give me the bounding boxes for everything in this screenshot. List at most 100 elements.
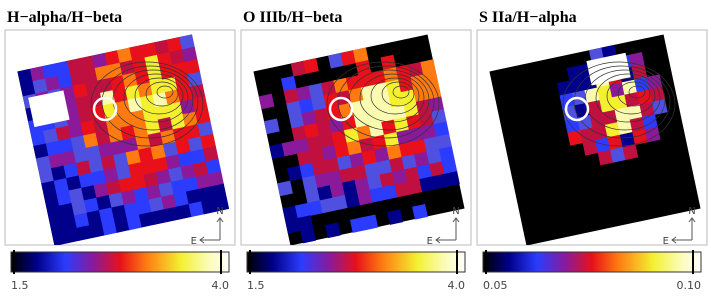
map-pixel	[44, 75, 61, 92]
map-pixel	[166, 36, 183, 53]
map-pixel	[595, 137, 611, 153]
map-pixel	[161, 194, 177, 210]
compass-east-label: E	[191, 236, 197, 247]
colorbar-max: 4.0	[448, 279, 466, 292]
map-pixel	[336, 154, 353, 171]
contour	[617, 81, 651, 107]
map-pixel	[184, 59, 201, 75]
map-pixel	[96, 194, 112, 211]
map-pixel	[175, 139, 192, 155]
map-pixel	[178, 151, 194, 168]
map-pixel	[84, 80, 101, 97]
map-pixel	[57, 73, 74, 89]
map-pixel	[649, 86, 665, 103]
map-pixel	[599, 97, 616, 113]
panel: H−alpha/H−beta N E 1.5 4.0	[4, 9, 236, 292]
map-pixel	[160, 129, 176, 145]
map-pixel	[331, 130, 348, 146]
map-pixel	[629, 116, 646, 133]
compass-north-label: N	[216, 206, 223, 217]
map-pixel	[65, 110, 81, 127]
map-pixel	[142, 107, 159, 123]
map-pixel	[415, 99, 432, 115]
map-pixel	[592, 124, 609, 141]
map-pixel	[294, 202, 311, 219]
map-pixel	[113, 152, 129, 169]
map-pixel	[371, 134, 388, 151]
compass-north-label: N	[452, 206, 459, 217]
map-pixel	[398, 141, 415, 158]
aperture-circle	[92, 96, 118, 122]
map-pixel	[634, 76, 650, 93]
map-pixel	[93, 182, 110, 199]
map-pixel	[382, 184, 398, 201]
panel-title: H−alpha/H−beta	[7, 9, 122, 26]
map	[253, 34, 465, 245]
map-pixel	[428, 96, 445, 113]
map-pixel	[386, 144, 403, 161]
map-pixel	[181, 46, 198, 63]
map-pixel	[311, 95, 327, 112]
map-pixel	[363, 97, 380, 113]
map-pixel	[148, 196, 165, 213]
map-pixel	[342, 179, 358, 196]
map-pixel	[364, 162, 380, 178]
blank-region	[28, 90, 70, 128]
compass-arrow	[199, 236, 205, 244]
map-pixel	[154, 39, 170, 56]
map-pixel	[307, 200, 324, 216]
map-pixel	[609, 82, 625, 98]
map-pixel	[644, 126, 661, 143]
map-pixel	[146, 184, 162, 201]
map-pixel	[349, 217, 366, 233]
map-pixel	[129, 44, 146, 61]
map-pixel	[283, 88, 300, 104]
contour	[326, 61, 440, 147]
map-pixel	[285, 217, 301, 234]
map-pixel	[375, 94, 392, 111]
map-pixel	[373, 82, 389, 98]
map-pixel	[46, 205, 63, 222]
map-pixel	[334, 142, 350, 159]
map-pixel	[92, 117, 109, 134]
map-pixel	[145, 119, 161, 136]
map-pixel	[567, 130, 584, 146]
contour	[595, 73, 661, 123]
map-pixel	[43, 128, 59, 144]
map-pixel	[159, 64, 176, 81]
map-pixel	[168, 166, 184, 183]
map-pixel	[179, 34, 195, 51]
map-pixel	[73, 147, 89, 164]
map-pixel	[115, 99, 131, 116]
map-pixel	[631, 64, 648, 81]
map-pixel	[82, 67, 98, 84]
map-pixel	[83, 197, 100, 214]
map-pixel	[133, 186, 150, 203]
map-pixel	[89, 222, 105, 239]
map-pixel	[349, 152, 365, 169]
map-pixel	[30, 130, 47, 147]
map-pixel	[611, 94, 628, 111]
map-pixel	[328, 117, 345, 134]
map-pixel	[138, 147, 154, 163]
map-pixel	[197, 121, 214, 138]
map-pixel	[398, 76, 414, 93]
map-pixel	[17, 68, 34, 85]
map-pixel	[66, 175, 82, 192]
map-pixel	[299, 162, 316, 179]
map-pixel	[110, 139, 127, 156]
map-pixel	[316, 120, 333, 136]
map-pixel	[80, 120, 97, 136]
map-pixel	[619, 131, 636, 148]
map-pixel	[123, 202, 140, 218]
map-pixel	[140, 159, 157, 176]
map-pixel	[394, 181, 411, 198]
map-pixel	[64, 227, 80, 244]
map-pixel	[67, 58, 83, 74]
map-pixel	[94, 65, 111, 81]
map-pixel	[156, 52, 173, 68]
map-pixel	[29, 66, 46, 82]
map-pixel	[357, 189, 373, 206]
map-pixel	[90, 170, 107, 186]
map-pixel	[304, 187, 321, 204]
